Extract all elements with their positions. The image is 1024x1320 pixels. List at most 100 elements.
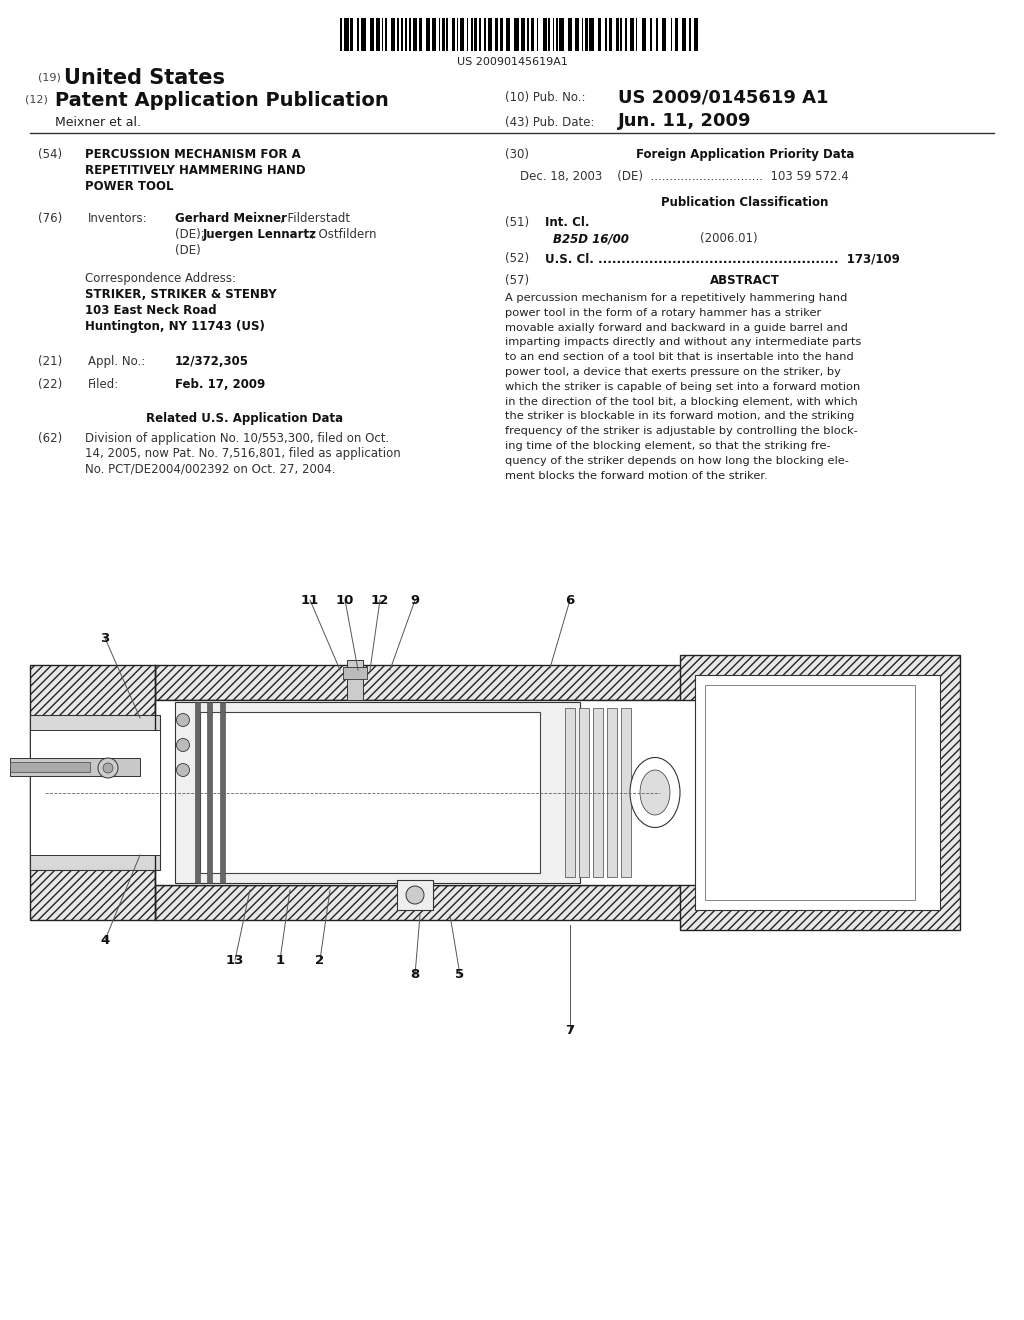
Bar bbox=[636, 18, 637, 51]
Bar bbox=[426, 18, 430, 51]
Text: movable axially forward and backward in a guide barrel and: movable axially forward and backward in … bbox=[505, 322, 848, 333]
Bar bbox=[460, 18, 464, 51]
Bar bbox=[207, 702, 212, 883]
Text: (10) Pub. No.:: (10) Pub. No.: bbox=[505, 91, 586, 104]
Text: 8: 8 bbox=[411, 969, 420, 982]
Ellipse shape bbox=[176, 714, 189, 726]
Text: quency of the striker depends on how long the blocking ele-: quency of the striker depends on how lon… bbox=[505, 455, 849, 466]
Text: (52): (52) bbox=[505, 252, 529, 265]
Bar bbox=[537, 18, 539, 51]
Bar bbox=[200, 711, 540, 873]
Ellipse shape bbox=[640, 770, 670, 814]
Bar bbox=[694, 18, 698, 51]
Text: Inventors:: Inventors: bbox=[88, 213, 147, 224]
Bar bbox=[370, 18, 374, 51]
Bar bbox=[553, 18, 554, 51]
Bar bbox=[457, 18, 459, 51]
Text: (DE);: (DE); bbox=[175, 228, 209, 242]
Bar bbox=[488, 18, 493, 51]
Text: (76): (76) bbox=[38, 213, 62, 224]
Text: (DE): (DE) bbox=[175, 244, 201, 257]
Bar bbox=[478, 18, 481, 51]
Bar bbox=[471, 18, 473, 51]
Bar bbox=[385, 18, 387, 51]
Text: Juergen Lennartz: Juergen Lennartz bbox=[203, 228, 317, 242]
Bar bbox=[593, 708, 603, 876]
Ellipse shape bbox=[98, 758, 118, 777]
Bar bbox=[559, 18, 563, 51]
Text: 5: 5 bbox=[456, 969, 465, 982]
Bar bbox=[220, 702, 225, 883]
Text: 14, 2005, now Pat. No. 7,516,801, filed as application: 14, 2005, now Pat. No. 7,516,801, filed … bbox=[85, 447, 400, 459]
Bar bbox=[350, 18, 353, 51]
Bar bbox=[467, 18, 468, 51]
Bar bbox=[568, 18, 572, 51]
Bar bbox=[432, 18, 436, 51]
Text: (62): (62) bbox=[38, 432, 62, 445]
Bar bbox=[590, 18, 594, 51]
Text: Publication Classification: Publication Classification bbox=[662, 195, 828, 209]
Text: 13: 13 bbox=[226, 953, 244, 966]
Text: POWER TOOL: POWER TOOL bbox=[85, 180, 173, 193]
Bar bbox=[474, 18, 477, 51]
Text: to an end section of a tool bit that is insertable into the hand: to an end section of a tool bit that is … bbox=[505, 352, 854, 362]
Text: ABSTRACT: ABSTRACT bbox=[710, 275, 780, 286]
Bar bbox=[175, 702, 580, 883]
Bar bbox=[343, 667, 367, 678]
Text: the striker is blockable in its forward motion, and the striking: the striker is blockable in its forward … bbox=[505, 412, 854, 421]
Text: ing time of the blocking element, so that the striking fre-: ing time of the blocking element, so tha… bbox=[505, 441, 830, 451]
Bar bbox=[609, 18, 611, 51]
Ellipse shape bbox=[103, 763, 113, 774]
Bar bbox=[695, 675, 940, 909]
Text: Dec. 18, 2003    (DE)  ..............................  103 59 572.4: Dec. 18, 2003 (DE) .....................… bbox=[520, 170, 849, 183]
Bar bbox=[630, 18, 634, 51]
Bar bbox=[607, 708, 617, 876]
Bar bbox=[625, 18, 628, 51]
Text: Gerhard Meixner: Gerhard Meixner bbox=[175, 213, 287, 224]
Bar bbox=[391, 18, 395, 51]
Text: 9: 9 bbox=[411, 594, 420, 606]
Text: power tool in the form of a rotary hammer has a striker: power tool in the form of a rotary hamme… bbox=[505, 308, 821, 318]
Bar bbox=[689, 18, 691, 51]
Text: (54): (54) bbox=[38, 148, 62, 161]
Text: (19): (19) bbox=[38, 73, 60, 82]
Bar bbox=[409, 18, 412, 51]
Bar bbox=[340, 18, 342, 51]
Text: US 2009/0145619 A1: US 2009/0145619 A1 bbox=[618, 88, 828, 106]
Text: Related U.S. Application Data: Related U.S. Application Data bbox=[146, 412, 344, 425]
Bar bbox=[10, 758, 140, 776]
Bar bbox=[397, 18, 398, 51]
Bar bbox=[496, 18, 498, 51]
Bar bbox=[682, 18, 686, 51]
Bar bbox=[501, 18, 503, 51]
Bar bbox=[376, 18, 380, 51]
Text: 6: 6 bbox=[565, 594, 574, 606]
Text: 12: 12 bbox=[371, 594, 389, 606]
Bar bbox=[155, 884, 900, 920]
Bar bbox=[30, 665, 155, 920]
Text: U.S. Cl. ....................................................  173/109: U.S. Cl. ...............................… bbox=[545, 252, 900, 265]
Text: (21): (21) bbox=[38, 355, 62, 368]
Text: United States: United States bbox=[63, 69, 225, 88]
Text: (51): (51) bbox=[505, 216, 529, 228]
Bar bbox=[404, 18, 408, 51]
Bar bbox=[442, 18, 444, 51]
Bar bbox=[579, 708, 589, 876]
Bar bbox=[675, 18, 678, 51]
Text: REPETITIVELY HAMMERING HAND: REPETITIVELY HAMMERING HAND bbox=[85, 164, 305, 177]
Bar bbox=[574, 18, 580, 51]
Text: (43) Pub. Date:: (43) Pub. Date: bbox=[505, 116, 595, 129]
Bar bbox=[419, 18, 422, 51]
Bar bbox=[621, 18, 622, 51]
Ellipse shape bbox=[176, 738, 189, 751]
Text: imparting impacts directly and without any intermediate parts: imparting impacts directly and without a… bbox=[505, 338, 861, 347]
Ellipse shape bbox=[176, 763, 189, 776]
Text: 12/372,305: 12/372,305 bbox=[175, 355, 249, 368]
Text: 10: 10 bbox=[336, 594, 354, 606]
Bar bbox=[195, 702, 200, 883]
Bar bbox=[656, 18, 657, 51]
Bar bbox=[705, 685, 915, 900]
Bar bbox=[382, 18, 383, 51]
Text: 3: 3 bbox=[100, 631, 110, 644]
Ellipse shape bbox=[630, 758, 680, 828]
